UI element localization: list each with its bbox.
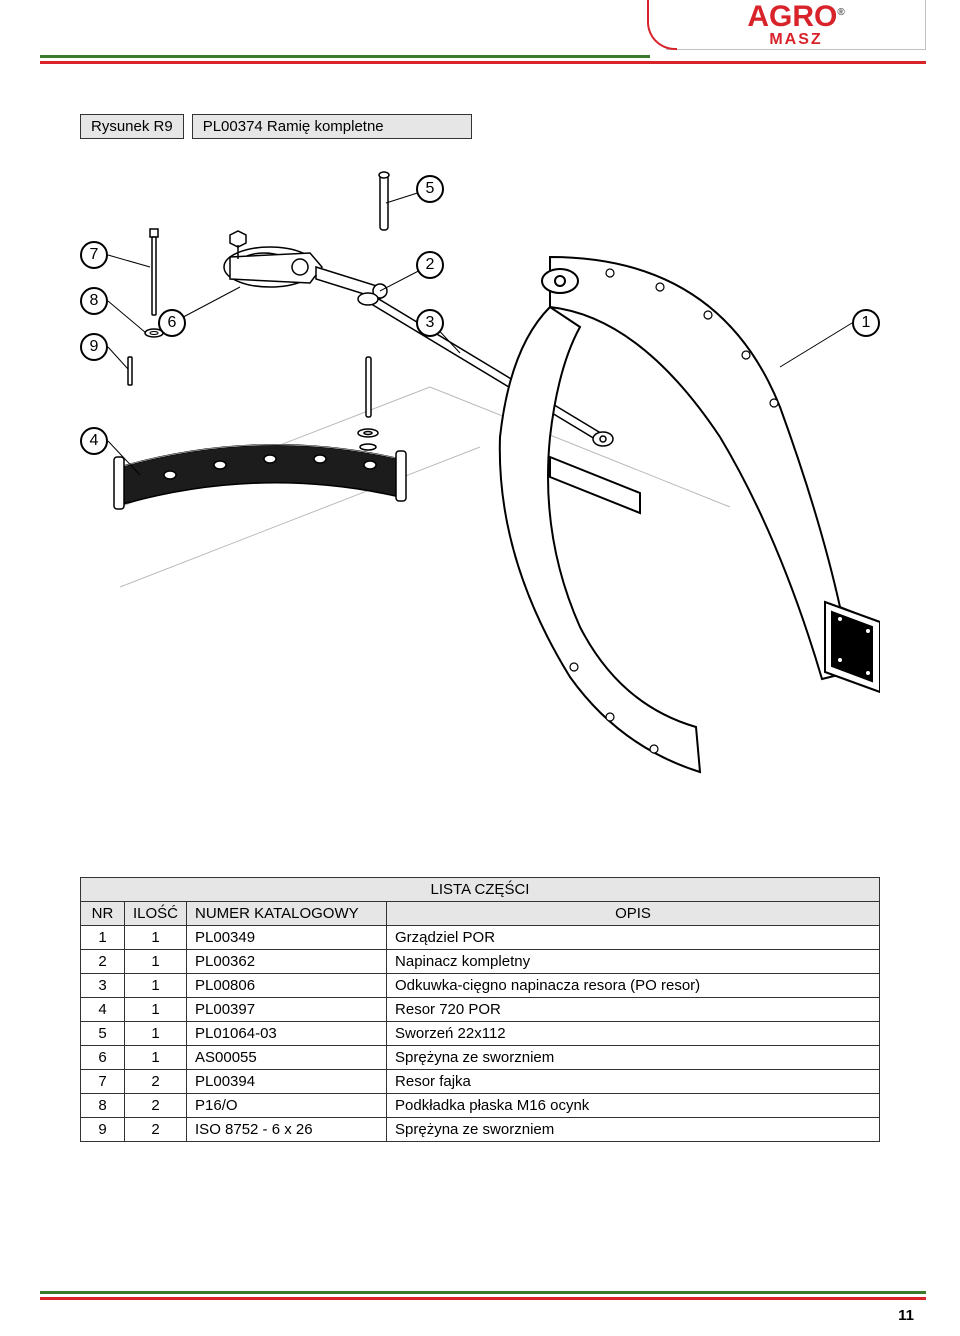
- cell-qty: 1: [125, 1046, 187, 1070]
- cell-nr: 9: [81, 1118, 125, 1142]
- cell-partno: PL00349: [187, 926, 387, 950]
- table-row: 4 1 PL00397 Resor 720 POR: [81, 998, 880, 1022]
- cell-partno: PL00394: [187, 1070, 387, 1094]
- cell-nr: 5: [81, 1022, 125, 1046]
- cell-desc: Resor 720 POR: [387, 998, 880, 1022]
- drawing-id-box: Rysunek R9: [80, 114, 184, 139]
- callout-6: 6: [158, 309, 186, 337]
- cell-nr: 8: [81, 1094, 125, 1118]
- table-row: 2 1 PL00362 Napinacz kompletny: [81, 950, 880, 974]
- parts-table-body: 1 1 PL00349 Grządziel POR 2 1 PL00362 Na…: [81, 926, 880, 1142]
- page-header: AGRO® MASZ: [0, 0, 960, 64]
- brand-tab: AGRO® MASZ: [666, 0, 926, 50]
- brand-tab-curve: [647, 0, 677, 50]
- cell-partno: ISO 8752 - 6 x 26: [187, 1118, 387, 1142]
- table-row: 3 1 PL00806 Odkuwka-cięgno napinacza res…: [81, 974, 880, 998]
- page-number: 11: [898, 1307, 914, 1324]
- cell-nr: 3: [81, 974, 125, 998]
- cell-partno: PL00806: [187, 974, 387, 998]
- drawing-title-row: Rysunek R9 PL00374 Ramię kompletne: [80, 114, 880, 139]
- parts-table-head: LISTA CZĘŚCI NR ILOŚĆ NUMER KATALOGOWY O…: [81, 878, 880, 926]
- cell-partno: AS00055: [187, 1046, 387, 1070]
- table-row: 7 2 PL00394 Resor fajka: [81, 1070, 880, 1094]
- table-row: 8 2 P16/O Podkładka płaska M16 ocynk: [81, 1094, 880, 1118]
- col-qty-label: ILOŚĆ: [125, 902, 187, 926]
- list-title-cell: LISTA CZĘŚCI: [81, 878, 880, 902]
- cell-partno: PL01064-03: [187, 1022, 387, 1046]
- callout-2: 2: [416, 251, 444, 279]
- diagram-svg: [80, 157, 880, 807]
- cell-desc: Sprężyna ze sworzniem: [387, 1046, 880, 1070]
- trademark-symbol: ®: [837, 7, 844, 18]
- cell-partno: P16/O: [187, 1094, 387, 1118]
- callout-3: 3: [416, 309, 444, 337]
- brand-title-text: AGRO: [747, 0, 837, 33]
- brand-title: AGRO®: [667, 0, 925, 32]
- cell-nr: 6: [81, 1046, 125, 1070]
- cell-desc: Sworzeń 22x112: [387, 1022, 880, 1046]
- cell-qty: 2: [125, 1118, 187, 1142]
- cell-desc: Napinacz kompletny: [387, 950, 880, 974]
- header-red-line: [40, 61, 926, 64]
- table-row: 9 2 ISO 8752 - 6 x 26 Sprężyna ze sworzn…: [81, 1118, 880, 1142]
- callout-7: 7: [80, 241, 108, 269]
- callout-4: 4: [80, 427, 108, 455]
- footer-green-line: [40, 1291, 926, 1294]
- cell-nr: 7: [81, 1070, 125, 1094]
- parts-table: LISTA CZĘŚCI NR ILOŚĆ NUMER KATALOGOWY O…: [80, 877, 880, 1142]
- header-green-line: [40, 55, 650, 58]
- table-row: 1 1 PL00349 Grządziel POR: [81, 926, 880, 950]
- cell-desc: Podkładka płaska M16 ocynk: [387, 1094, 880, 1118]
- cell-qty: 1: [125, 974, 187, 998]
- exploded-diagram: 1 2 3 4 5 6 7 8 9: [80, 157, 880, 807]
- cell-qty: 1: [125, 998, 187, 1022]
- cell-qty: 1: [125, 950, 187, 974]
- callout-1: 1: [852, 309, 880, 337]
- cell-qty: 1: [125, 926, 187, 950]
- col-nr-label: NR: [81, 902, 125, 926]
- cell-partno: PL00397: [187, 998, 387, 1022]
- cell-desc: Grządziel POR: [387, 926, 880, 950]
- table-row: 6 1 AS00055 Sprężyna ze sworzniem: [81, 1046, 880, 1070]
- drawing-title-box: PL00374 Ramię kompletne: [192, 114, 472, 139]
- footer-red-line: [40, 1297, 926, 1300]
- cell-qty: 1: [125, 1022, 187, 1046]
- cell-desc: Resor fajka: [387, 1070, 880, 1094]
- cell-nr: 2: [81, 950, 125, 974]
- callout-9: 9: [80, 333, 108, 361]
- callout-8: 8: [80, 287, 108, 315]
- cell-qty: 2: [125, 1070, 187, 1094]
- col-desc-label: OPIS: [387, 902, 880, 926]
- brand-subtitle: MASZ: [667, 32, 925, 48]
- col-partno-label: NUMER KATALOGOWY: [187, 902, 387, 926]
- cell-qty: 2: [125, 1094, 187, 1118]
- content-area: Rysunek R9 PL00374 Ramię kompletne: [0, 64, 960, 1142]
- callout-5: 5: [416, 175, 444, 203]
- cell-desc: Odkuwka-cięgno napinacza resora (PO reso…: [387, 974, 880, 998]
- cell-desc: Sprężyna ze sworzniem: [387, 1118, 880, 1142]
- cell-partno: PL00362: [187, 950, 387, 974]
- cell-nr: 1: [81, 926, 125, 950]
- cell-nr: 4: [81, 998, 125, 1022]
- table-row: 5 1 PL01064-03 Sworzeń 22x112: [81, 1022, 880, 1046]
